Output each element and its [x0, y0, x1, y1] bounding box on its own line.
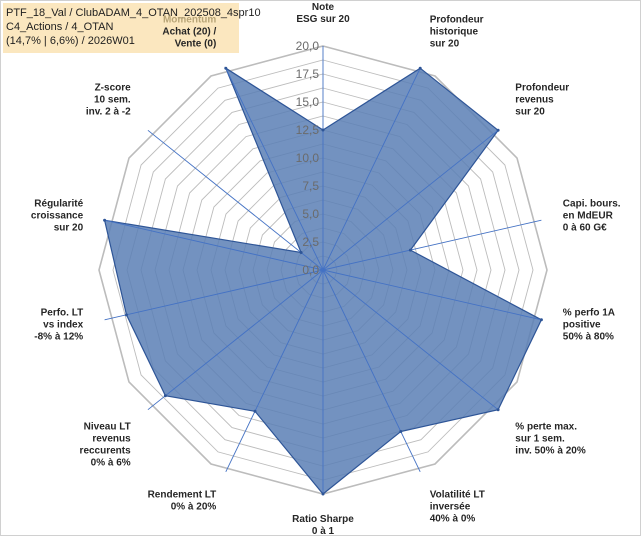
axis-spoke [322, 269, 499, 411]
axis-label: Perfo. LT vs index -8% à 12% [34, 308, 83, 343]
info-line-category: C4_Actions / 4_OTAN [6, 21, 114, 33]
axis-spoke [147, 129, 324, 271]
axis-spoke [322, 269, 421, 472]
radial-tick-label: 15,0 [296, 95, 320, 109]
radial-tick-label: 17,5 [296, 67, 320, 81]
data-point [321, 492, 325, 496]
axis-label: % perfo 1A positive 50% à 80% [563, 308, 615, 343]
axis-spoke [104, 219, 324, 271]
axis-label: Capi. bours. en MdEUR 0 à 60 G€ [563, 198, 621, 233]
data-point [399, 430, 403, 433]
radial-tick-label: 12,5 [296, 123, 320, 137]
axis-label: Ratio Sharpe 0 à 1 [292, 514, 354, 536]
radial-tick-label: 7,5 [302, 179, 319, 193]
axis-label: Momentum Achat (20) / Vente (0) [162, 14, 216, 49]
axis-spoke [322, 269, 542, 321]
axis-label: Profondeur revenus sur 20 [515, 83, 569, 118]
axis-spoke [147, 269, 324, 411]
radial-tick-label: 2,5 [302, 235, 319, 249]
radial-tick-label: 5,0 [302, 207, 319, 221]
info-line-portfolio: PTF_18_Val / ClubADAM_4_OTAN_202508_4spr… [6, 7, 261, 19]
axis-spoke [104, 269, 324, 321]
axis-label: % perte max. sur 1 sem. inv. 50% à 20% [515, 421, 586, 456]
data-point [408, 248, 412, 252]
axis-label: Régularité croissance sur 20 [31, 198, 84, 233]
info-line-performance: (14,7% | 6,6%) / 2026W01 [6, 35, 135, 47]
radial-tick-label: 20,0 [296, 39, 320, 53]
axis-spoke [225, 68, 324, 271]
data-point [496, 408, 500, 412]
axis-label: Niveau LT revenus reccurents 0% à 6% [80, 421, 132, 468]
data-point [418, 66, 422, 70]
axis-spoke [322, 219, 542, 271]
radial-tick-label: 0,0 [302, 263, 319, 277]
data-point [224, 66, 228, 70]
data-point [253, 409, 257, 413]
data-point [496, 128, 500, 132]
axis-spoke [225, 269, 324, 472]
data-point [299, 251, 303, 254]
portfolio-info-box: PTF_18_Val / ClubADAM_4_OTAN_202508_4spr… [3, 3, 261, 53]
axis-spoke [322, 68, 421, 271]
radial-tick-label: 10,0 [296, 151, 320, 165]
axis-label: Volatilité LT inversée 40% à 0% [430, 490, 485, 525]
axis-label: Profondeur historique sur 20 [430, 14, 484, 49]
axis-label: Z-score 10 sem. inv. 2 à -2 [86, 83, 131, 118]
data-point [163, 394, 167, 398]
axis-label: Note ESG sur 20 [296, 2, 350, 25]
data-point [321, 128, 325, 132]
axis-spoke [322, 129, 499, 271]
data-point [103, 218, 107, 222]
axis-label: Rendement LT 0% à 20% [148, 490, 217, 513]
data-point [125, 313, 128, 317]
data-point [539, 318, 543, 322]
